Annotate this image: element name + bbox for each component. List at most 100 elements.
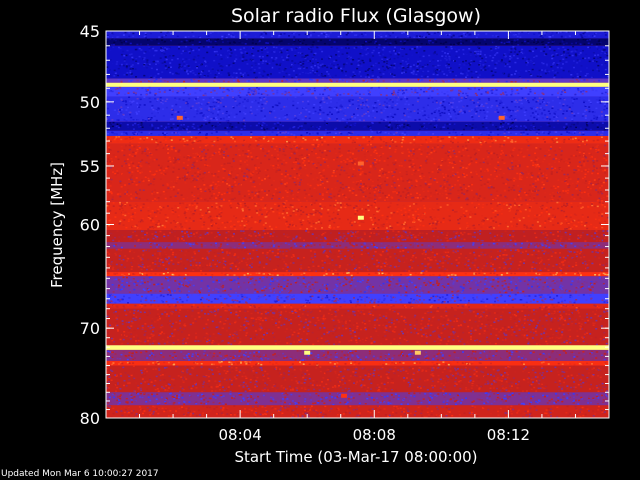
- band-speckle: [562, 53, 565, 55]
- band-speckle: [271, 131, 274, 133]
- band-speckle: [168, 156, 171, 159]
- band-speckle: [557, 109, 560, 111]
- band-speckle: [124, 100, 127, 102]
- band-speckle: [338, 120, 341, 122]
- band-speckle: [246, 153, 249, 155]
- band-speckle: [574, 137, 577, 140]
- band-speckle: [167, 64, 170, 67]
- band-speckle: [261, 118, 264, 120]
- band-speckle: [204, 92, 207, 95]
- band-speckle: [179, 87, 181, 89]
- band-speckle: [387, 141, 390, 144]
- band-speckle: [341, 183, 344, 186]
- band-speckle: [230, 166, 233, 168]
- band-speckle: [293, 134, 296, 136]
- band-speckle: [353, 47, 356, 49]
- band-speckle: [361, 107, 364, 109]
- band-speckle: [526, 61, 529, 64]
- band-speckle: [596, 179, 599, 182]
- band-speckle: [434, 66, 437, 68]
- band-speckle: [336, 109, 339, 111]
- band-fill: [106, 31, 609, 39]
- band-speckle: [210, 111, 213, 113]
- band-speckle: [573, 115, 576, 117]
- band-speckle: [249, 58, 252, 61]
- band-speckle: [252, 78, 255, 81]
- band-speckle: [353, 141, 356, 144]
- band-speckle: [368, 93, 371, 96]
- band-speckle: [133, 155, 136, 157]
- band-speckle: [518, 50, 521, 53]
- band-speckle: [361, 54, 364, 57]
- band-speckle: [232, 36, 235, 38]
- band-speckle: [582, 32, 585, 35]
- band-speckle: [171, 188, 174, 191]
- band-speckle: [267, 175, 269, 177]
- band-speckle: [206, 144, 209, 146]
- band-speckle: [580, 65, 583, 67]
- band-speckle: [533, 116, 536, 119]
- band-speckle: [262, 122, 265, 124]
- band-speckle: [203, 76, 206, 78]
- band-speckle: [598, 79, 601, 82]
- band-speckle: [174, 159, 177, 161]
- band-speckle: [189, 169, 192, 172]
- band-speckle: [166, 80, 169, 83]
- band-speckle: [392, 90, 395, 92]
- band-speckle: [466, 151, 468, 154]
- band-speckle: [527, 58, 530, 60]
- band-speckle: [361, 191, 363, 194]
- band-speckle: [544, 141, 546, 143]
- band-speckle: [470, 104, 472, 106]
- band-speckle: [129, 68, 132, 70]
- band-speckle: [357, 59, 360, 61]
- band-speckle: [218, 123, 221, 125]
- band-speckle: [539, 106, 542, 109]
- band-speckle: [472, 137, 475, 140]
- band-speckle: [106, 138, 109, 140]
- band-speckle: [194, 61, 197, 63]
- band-speckle: [336, 180, 339, 182]
- band-speckle: [548, 112, 551, 115]
- band-speckle: [129, 138, 132, 140]
- band-speckle: [479, 139, 482, 141]
- band-speckle: [447, 150, 449, 153]
- band-speckle: [414, 91, 417, 94]
- band-speckle: [556, 138, 559, 140]
- band-speckle: [448, 113, 450, 115]
- band-speckle: [150, 76, 153, 78]
- band-speckle: [110, 146, 113, 148]
- band-speckle: [557, 96, 559, 98]
- band-speckle: [384, 56, 387, 59]
- band-speckle: [453, 123, 456, 125]
- band-speckle: [197, 102, 200, 104]
- band-speckle: [482, 118, 485, 120]
- band-speckle: [469, 88, 472, 90]
- band-speckle: [124, 31, 127, 34]
- band-speckle: [580, 79, 583, 81]
- band-speckle: [392, 180, 394, 182]
- band-speckle: [163, 34, 166, 37]
- band-speckle: [575, 87, 578, 90]
- band-speckle: [202, 46, 205, 48]
- band-speckle: [401, 175, 404, 178]
- band-speckle: [269, 73, 272, 75]
- band-speckle: [514, 47, 517, 49]
- band-speckle: [554, 161, 556, 163]
- band-speckle: [215, 118, 218, 121]
- band-speckle: [397, 96, 400, 99]
- band-speckle: [551, 155, 554, 157]
- band-speckle: [163, 80, 166, 82]
- band-speckle: [207, 39, 210, 41]
- band-speckle: [200, 177, 203, 180]
- band-speckle: [160, 101, 163, 104]
- band-speckle: [301, 42, 304, 44]
- band-speckle: [150, 132, 153, 135]
- band-speckle: [205, 198, 208, 200]
- band-speckle: [186, 139, 189, 142]
- band-speckle: [175, 103, 178, 106]
- band-speckle: [199, 194, 201, 197]
- band-speckle: [467, 141, 470, 143]
- band-speckle: [487, 97, 490, 100]
- band-speckle: [525, 129, 528, 131]
